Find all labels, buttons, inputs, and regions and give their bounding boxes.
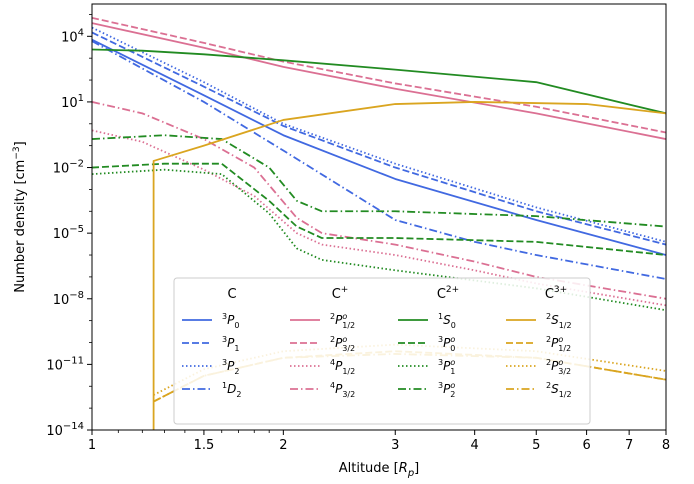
legend-label: 2Po 3/2 [330,335,355,353]
x-tick-label: 5 [532,438,540,453]
legend-label: 3Po 0 [438,335,455,353]
legend-box [173,277,591,425]
series-line-C2p-3P [92,134,666,228]
series-line-C2p-1S [92,48,666,115]
legend-label: 3Po 2 [438,381,455,399]
series-line-C-1D [92,40,666,280]
y-tick-label: 101 [61,93,84,111]
x-axis-label: Altitude [Rp] [339,461,420,479]
series-line-C2p-3P [92,162,666,256]
x-tick-label: 8 [662,438,670,453]
legend-column-header: C+ [332,285,349,302]
x-tick-label: 1.5 [194,438,215,453]
y-tick-label: 10−2 [53,159,84,177]
legend-label: 2S1/2 [546,312,572,330]
legend-column-header: C2+ [437,285,459,302]
x-tick-label: 2 [279,438,287,453]
y-tick-label: 10−14 [46,421,84,439]
y-tick-label: 10−8 [53,290,84,308]
y-tick-label: 104 [61,27,84,45]
y-tick-label: 10−11 [46,355,84,373]
series-line-C3p-2S [152,101,666,430]
x-tick-label: 1 [88,438,96,453]
legend-label: 1D2 [222,381,241,399]
legend-label: 3Po 1 [438,358,455,376]
y-axis-label: Number density [cm−3] [12,141,28,292]
series-line-C-3P [92,31,666,246]
legend-label: 4P1/2 [330,358,355,376]
series-line-C-3P [92,38,666,256]
x-tick-label: 6 [582,438,590,453]
legend-label: 3P0 [222,312,239,330]
legend: C 3P0 3P1 3P2 1D2 C+ 2Po 1/2 2Po 3/2 4P1/2 4P3/2 C2+… [173,277,591,425]
legend-label: 4P3/2 [330,381,355,399]
legend-label: 2Po 1/2 [330,312,355,330]
x-tick-label: 3 [391,438,399,453]
series-line-Cp-2P [92,16,666,134]
legend-label: 1S0 [438,312,456,330]
legend-column-header: C3+ [545,285,567,302]
series-line-Cp-4P [92,101,666,300]
series-line-Cp-2P [92,22,666,140]
legend-label: 3P2 [222,358,239,376]
tick-layer: 1 1.5 2 3 4 5 6 7 8 10−14 10−11 10−8 10−5 10−2 101 104 [46,14,670,453]
x-tick-label: 4 [471,438,479,453]
x-tick-label: 7 [625,438,633,453]
legend-label: 3P1 [222,335,239,353]
y-tick-label: 10−5 [53,224,84,242]
legend-column-header: C [227,287,236,302]
legend-label: 2Po 1/2 [546,335,571,353]
legend-label: 2S1/2 [546,381,572,399]
legend-label: 2Po 3/2 [546,358,571,376]
plot-frame [91,3,667,431]
